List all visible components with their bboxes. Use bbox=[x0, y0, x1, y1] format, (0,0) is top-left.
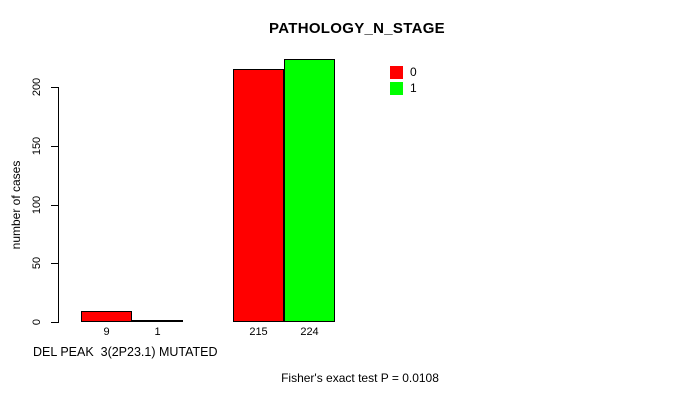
bar bbox=[284, 59, 335, 322]
bar-value-label: 224 bbox=[300, 326, 319, 338]
y-axis-tick-label: 150 bbox=[31, 136, 43, 156]
legend-label: 1 bbox=[410, 80, 417, 95]
bar-value-label: 1 bbox=[154, 326, 161, 338]
bar-value-label: 9 bbox=[103, 326, 110, 338]
chart-title: PATHOLOGY_N_STAGE bbox=[269, 20, 445, 37]
y-axis-tick bbox=[51, 87, 58, 88]
y-axis-tick bbox=[51, 205, 58, 206]
bar-value-label: 215 bbox=[249, 326, 268, 338]
y-axis-tick-label: 200 bbox=[31, 77, 43, 97]
legend: 0 1 bbox=[390, 65, 417, 95]
bar bbox=[132, 320, 183, 322]
y-axis-tick-label: 0 bbox=[31, 318, 43, 326]
y-axis-tick bbox=[51, 146, 58, 147]
legend-item-0: 0 bbox=[390, 65, 417, 79]
legend-label: 0 bbox=[410, 64, 417, 79]
y-axis-tick bbox=[51, 322, 58, 323]
legend-swatch-green-icon bbox=[390, 81, 403, 95]
x-axis-label: DEL PEAK 3(2P23.1) MUTATED bbox=[33, 345, 218, 359]
fisher-test-annotation: Fisher's exact test P = 0.0108 bbox=[281, 371, 439, 385]
legend-swatch-red-icon bbox=[390, 65, 403, 79]
legend-item-1: 1 bbox=[390, 81, 417, 95]
y-axis-tick bbox=[51, 263, 58, 264]
y-axis-tick-label: 100 bbox=[31, 195, 43, 215]
y-axis-tick-label: 50 bbox=[31, 256, 43, 270]
bar bbox=[233, 69, 284, 322]
bar bbox=[81, 311, 132, 322]
y-axis-line bbox=[58, 87, 59, 323]
